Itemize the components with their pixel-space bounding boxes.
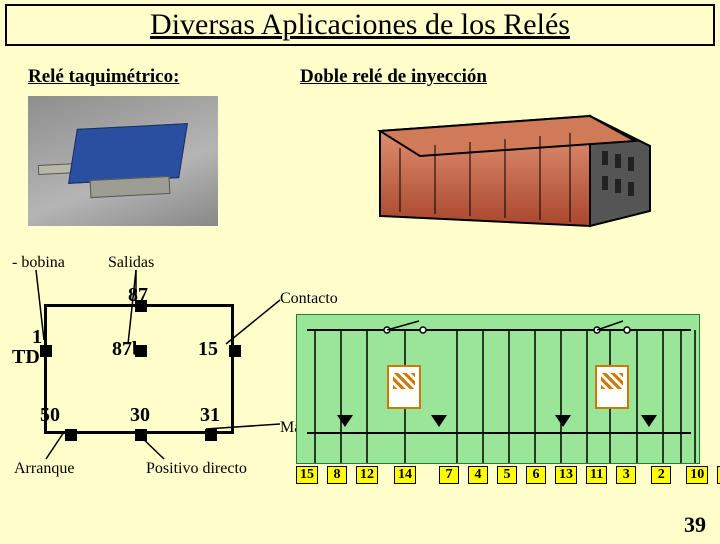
terminal: 11 <box>586 466 607 484</box>
terminal: 14 <box>394 466 416 484</box>
page-number: 39 <box>684 512 706 538</box>
terminal: 5 <box>497 466 517 484</box>
terminal: 10 <box>686 466 708 484</box>
diode-icon <box>555 415 571 427</box>
terminal: 2 <box>651 466 671 484</box>
terminal: 8 <box>327 466 347 484</box>
diode-icon <box>431 415 447 427</box>
terminal: 6 <box>526 466 546 484</box>
terminal: 3 <box>616 466 636 484</box>
diode-icon <box>641 415 657 427</box>
relay-icon <box>387 365 421 409</box>
circuit-diagram <box>296 314 700 464</box>
terminal: 4 <box>468 466 488 484</box>
diode-icon <box>337 415 353 427</box>
terminal: 15 <box>296 466 318 484</box>
terminal: 7 <box>439 466 459 484</box>
terminal: 13 <box>555 466 577 484</box>
relay-icon <box>595 365 629 409</box>
terminal-row: 15 8 12 14 7 4 5 6 13 11 3 2 10 9 1 <box>296 466 720 484</box>
terminal: 12 <box>356 466 378 484</box>
